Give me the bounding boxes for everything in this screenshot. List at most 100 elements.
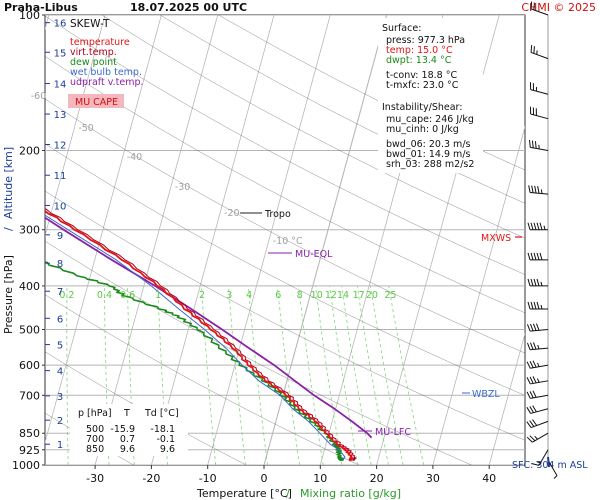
mixing-ratio-line — [341, 285, 372, 465]
mixing-ratio-label: 17 — [353, 290, 365, 301]
altitude-tick-label: 4 — [57, 367, 63, 378]
wind-barb — [529, 140, 549, 151]
mixing-ratio-label: 10 — [311, 290, 323, 301]
mixing-ratio-label: 4 — [246, 290, 252, 301]
virt-temp-curve — [45, 208, 357, 461]
y-axis-label-secondary: Altitude [km] — [2, 147, 15, 219]
wind-barb-flag — [526, 342, 531, 350]
altitude-tick-label: 9 — [57, 231, 63, 242]
dry-adiabat-line — [45, 294, 359, 465]
legend-title: SKEW-T — [70, 18, 110, 30]
temperature-tick-label: 0 — [261, 472, 268, 485]
wbzl-label: WBZL — [472, 389, 500, 400]
mixing-ratio-label: 2 — [199, 290, 205, 301]
wind-barb-flag — [536, 278, 540, 287]
pressure-tick-label: 200 — [19, 144, 40, 157]
wind-barb — [526, 390, 549, 399]
surface-dwpt: dwpt: 13.4 °C — [386, 55, 452, 66]
wind-barb-flag — [529, 420, 535, 427]
dry-adiabat-line — [159, 15, 525, 204]
isotherm-line — [94, 15, 219, 465]
wind-barb — [526, 419, 549, 429]
wind-barb-flag — [531, 185, 534, 193]
mixing-ratio-label: 0.4 — [97, 290, 112, 301]
temperature-tick-label: 40 — [482, 472, 496, 485]
wet-bulb-curve — [45, 214, 346, 461]
wind-barb-flag — [532, 376, 537, 384]
pressure-tick-label: 700 — [19, 389, 40, 402]
altitude-tick-label: 10 — [54, 201, 67, 212]
wind-barb-flag — [533, 252, 537, 260]
isotherm-label: -50 — [78, 123, 94, 134]
station-title: Praha-Libus — [4, 1, 78, 14]
pressure-tick-label: 400 — [19, 280, 40, 293]
instability-title: Instability/Shear: — [382, 102, 462, 113]
x-axis-separator: / — [286, 487, 290, 500]
bwd-01-value: bwd_01: 14.9 m/s — [386, 149, 471, 160]
mixing-ratio-label: 1 — [155, 290, 161, 301]
wind-barb-flag — [526, 436, 533, 443]
dew-point-curve — [45, 261, 344, 462]
wind-barb-flag — [526, 421, 532, 428]
wind-barb-flag — [532, 419, 538, 426]
mu-eql-label: MU-EQL — [295, 249, 333, 260]
wind-barb — [526, 360, 549, 369]
dry-adiabat-line — [45, 15, 525, 275]
info-box-bg — [378, 18, 483, 173]
tropo-label: Tropo — [264, 209, 291, 220]
table-cell-t: 9.6 — [120, 444, 135, 455]
wind-barb — [530, 45, 549, 60]
x-axis-label: Temperature [°C] — [196, 487, 292, 500]
isotherm-line — [432, 125, 525, 465]
wind-barb-half-flag — [537, 378, 540, 383]
wind-barb — [528, 185, 549, 195]
wind-barb-flag — [537, 186, 540, 194]
wind-barb-flag — [532, 342, 537, 350]
legend: SKEW-T temperature virt.temp. dew point … — [68, 18, 144, 108]
wind-barb-flag — [527, 252, 531, 260]
wind-barb — [526, 432, 549, 443]
pressure-tick-label: 100 — [19, 9, 40, 22]
dry-adiabat-line — [45, 143, 525, 396]
wind-barb-flag — [530, 252, 534, 260]
wind-barb-flag — [526, 361, 531, 369]
mu-eql-marker: MU-EQL — [268, 249, 333, 260]
wind-barb-flag — [526, 406, 532, 414]
wind-barb — [526, 376, 549, 385]
wind-barb-flag — [532, 323, 537, 331]
altitude-tick-label: 6 — [57, 314, 63, 325]
wind-barb-flag — [529, 406, 534, 413]
altitude-tick-label: 5 — [57, 341, 63, 352]
wind-barb-flag — [529, 361, 534, 368]
wind-barb-half-flag — [540, 189, 543, 194]
mixing-ratio-label: 8 — [297, 290, 303, 301]
table-cell-td: -0.1 — [156, 434, 175, 445]
mixing-ratio-line — [247, 285, 268, 465]
wind-barb-flag — [529, 435, 536, 442]
altitude-tick-label: 1 — [57, 440, 63, 451]
wind-barb-flag — [527, 278, 531, 287]
temperature-tick-label: 10 — [313, 472, 327, 485]
table-cell-t: 0.7 — [120, 434, 135, 445]
wind-barb — [527, 301, 548, 310]
wind-barb-flag — [536, 222, 540, 230]
wind-barb-flag — [530, 278, 534, 287]
wind-barb-flag — [539, 222, 543, 230]
altitude-tick-label: 15 — [54, 48, 67, 59]
wind-barb-flag — [529, 342, 534, 350]
wind-barb — [527, 278, 548, 287]
wind-barb-flag — [529, 391, 534, 399]
surface-tconv: t-conv: 18.8 °C — [386, 70, 457, 81]
table-cell-p: 700 — [86, 434, 104, 445]
level-table: p [hPa] T Td [°C] 500 -15.9 -18.1 700 0.… — [78, 408, 179, 455]
pressure-tick-label: 850 — [19, 427, 40, 440]
isotherm-line — [263, 15, 388, 465]
pressure-tick-label: 925 — [19, 444, 40, 457]
wind-barb — [527, 222, 548, 231]
wind-barb-flag — [528, 185, 531, 193]
udpraft-curve — [45, 216, 373, 439]
wind-barb-half-flag — [534, 435, 538, 440]
mixing-ratio-label: 6 — [275, 290, 281, 301]
wind-barb-flag — [535, 323, 540, 331]
table-cell-p: 500 — [86, 424, 104, 435]
